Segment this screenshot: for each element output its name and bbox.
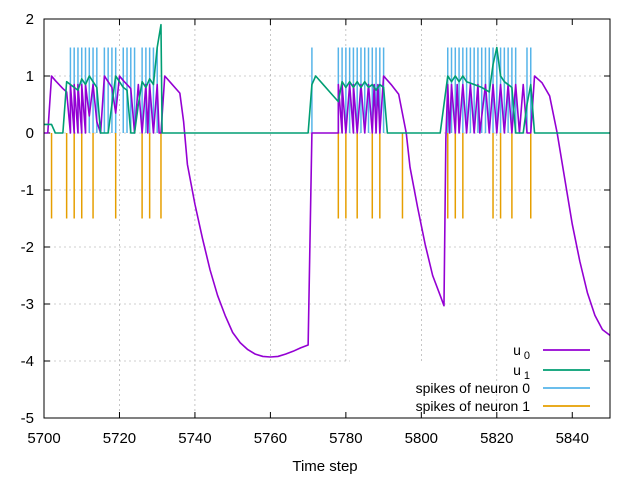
x-tick-label: 5740 <box>178 430 211 447</box>
legend-label-subscript: 0 <box>524 350 530 362</box>
y-tick-label: -2 <box>21 239 34 256</box>
legend-label-base: u <box>513 342 521 358</box>
axis-ticks: 5700 5720 5740 5760 5780 5800 5820 5840 -5 -4 -3 -2… <box>21 11 610 447</box>
x-tick-label: 5760 <box>254 430 287 447</box>
y-tick-label: -5 <box>21 410 34 427</box>
y-tick-label: -4 <box>21 353 34 370</box>
legend-label-subscript: 1 <box>524 370 530 382</box>
y-tick-label: -1 <box>21 182 34 199</box>
plot-frame <box>43 18 611 419</box>
y-tick-label: -3 <box>21 296 34 313</box>
x-axis-label: Time step <box>292 458 357 475</box>
x-tick-label: 5720 <box>103 430 136 447</box>
series-group <box>44 23 611 358</box>
x-tick-label: 5840 <box>556 430 589 447</box>
legend-label-3: spikes of neuron 1 <box>416 398 531 414</box>
legend-label-2: spikes of neuron 0 <box>416 380 531 396</box>
spike-series-3 <box>50 133 532 219</box>
x-tick-label: 5700 <box>27 430 60 447</box>
x-tick-label: 5800 <box>405 430 438 447</box>
series-line-0 <box>44 75 611 358</box>
legend-label-base: u <box>513 362 521 378</box>
x-tick-label: 5820 <box>480 430 513 447</box>
x-tick-label: 5780 <box>329 430 362 447</box>
y-tick-label: 0 <box>26 125 34 142</box>
y-tick-label: 1 <box>26 68 34 85</box>
series-line-1 <box>44 23 610 134</box>
y-tick-label: 2 <box>26 11 34 28</box>
